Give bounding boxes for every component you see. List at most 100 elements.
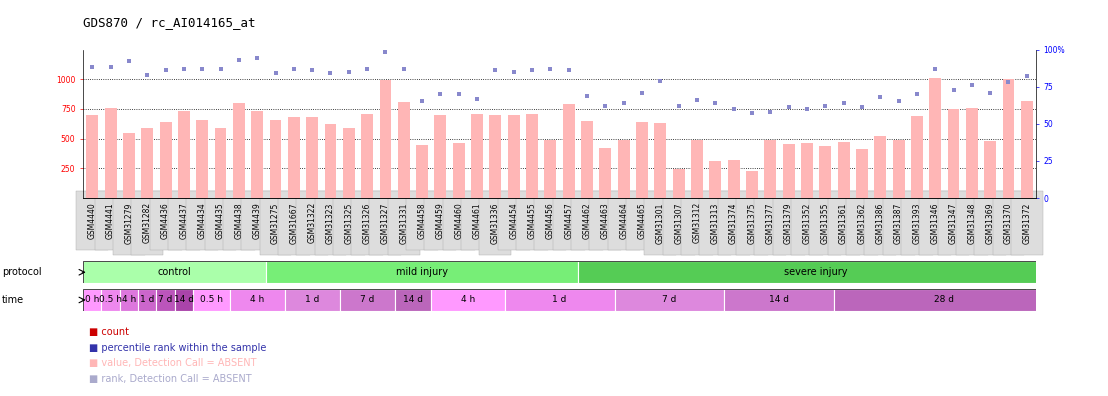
Point [358,66,376,72]
Point [615,100,633,106]
Point [834,100,852,106]
Text: 4 h: 4 h [122,295,136,305]
Point [999,79,1017,85]
Point [469,95,486,102]
Bar [104,108,116,198]
Bar [361,114,373,198]
Bar [893,140,904,198]
Point [523,67,541,73]
Text: ■ count: ■ count [89,327,129,337]
Point [669,103,687,109]
Text: 7 d: 7 d [663,295,677,305]
Bar [380,80,391,198]
Bar [156,289,175,311]
Text: 28 d: 28 d [934,295,954,305]
Point [102,64,120,70]
Bar [581,121,593,198]
Bar [233,103,245,198]
Bar [728,160,739,198]
Point [560,67,577,73]
Bar [285,289,340,311]
Bar [655,123,666,198]
Point [1018,73,1036,79]
Bar [874,135,886,198]
Bar [193,289,229,311]
Point [321,70,339,76]
Point [394,66,412,72]
Point [83,64,101,70]
Text: 4 h: 4 h [250,295,265,305]
Bar [691,140,702,198]
Bar [504,289,615,311]
Point [652,78,669,84]
Point [798,106,815,112]
Point [156,67,174,73]
Point [377,49,394,55]
Bar [471,114,483,198]
Point [890,98,907,105]
Point [267,70,285,76]
Bar [123,133,135,198]
Bar [138,289,156,311]
Point [688,97,706,103]
Text: 1 d: 1 d [305,295,319,305]
Text: 1 d: 1 d [553,295,566,305]
Bar [325,124,337,198]
Text: ■ percentile rank within the sample: ■ percentile rank within the sample [89,343,266,352]
Point [193,66,211,72]
Bar [856,149,868,198]
Bar [507,115,520,198]
Text: mild injury: mild injury [396,267,448,277]
Bar [83,289,102,311]
Bar [453,143,464,198]
Bar [398,102,410,198]
Point [248,55,266,61]
Bar [86,115,99,198]
Point [761,109,779,115]
Bar [834,289,1055,311]
Point [340,69,358,75]
Text: severe injury: severe injury [784,267,848,277]
Point [780,104,798,110]
Bar [709,161,721,198]
Point [486,67,504,73]
Bar [930,78,941,198]
Text: 1 d: 1 d [140,295,154,305]
Bar [746,171,758,198]
Bar [765,140,777,198]
Point [285,66,302,72]
Bar [782,144,794,198]
Bar [725,289,834,311]
Point [431,91,450,97]
Bar [599,147,612,198]
Bar [252,111,263,198]
Point [304,67,321,73]
Point [945,86,963,93]
Text: ■ value, Detection Call = ABSENT: ■ value, Detection Call = ABSENT [89,358,256,368]
Point [707,100,725,106]
Bar [947,109,960,198]
Point [230,57,248,63]
Point [505,69,523,75]
Text: 14 d: 14 d [174,295,194,305]
Bar [615,289,725,311]
Bar [269,120,281,198]
Bar [434,115,447,198]
Point [982,89,999,96]
Point [138,72,156,78]
Bar [1020,101,1033,198]
Point [578,92,596,99]
Text: time: time [2,295,24,305]
Point [633,89,650,96]
Point [743,110,761,116]
Bar [984,141,996,198]
Point [596,103,614,109]
Bar [911,116,923,198]
Point [853,104,871,110]
Bar [563,103,575,198]
Bar [83,261,266,283]
Bar [966,108,977,198]
Text: GDS870 / rc_AI014165_at: GDS870 / rc_AI014165_at [83,16,256,29]
Point [871,94,889,100]
Text: 0 h: 0 h [85,295,100,305]
